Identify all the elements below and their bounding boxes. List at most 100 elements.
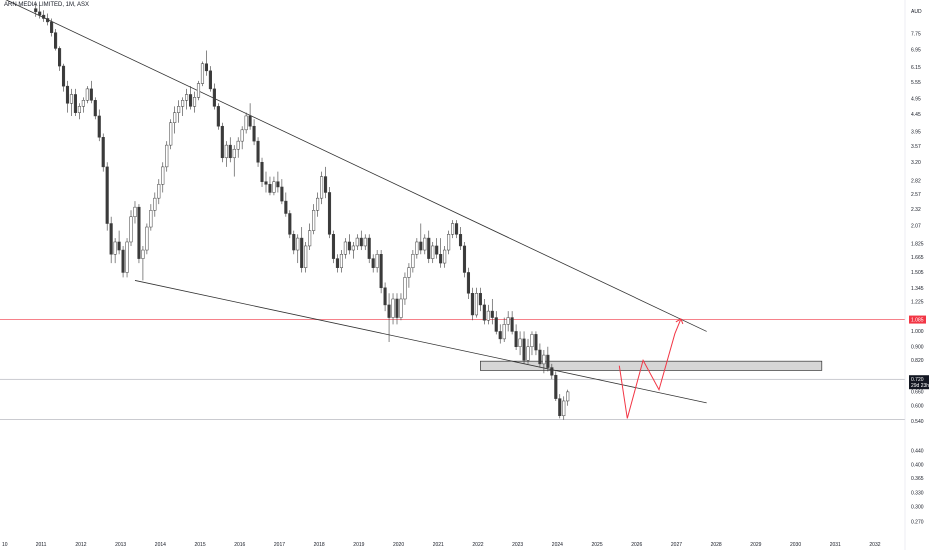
- candle: [558, 394, 562, 419]
- candle: [403, 272, 407, 305]
- candle: [526, 338, 530, 364]
- candle-body-up: [407, 267, 411, 278]
- current-price-countdown: 29d 23h: [911, 383, 929, 389]
- candle: [113, 238, 117, 264]
- candle-body-down: [101, 137, 105, 168]
- time-tick-label: 2016: [234, 542, 245, 548]
- candle-body-up: [312, 210, 316, 231]
- candle-body-down: [371, 258, 375, 268]
- candle-body-up: [447, 234, 451, 251]
- candle: [562, 396, 566, 420]
- price-tick-label: 3.57: [911, 144, 921, 150]
- candle: [220, 122, 224, 163]
- candle: [327, 186, 332, 239]
- candle: [272, 176, 276, 196]
- candle-body-up: [502, 324, 506, 340]
- candle-body-down: [97, 115, 101, 138]
- candle: [359, 230, 363, 251]
- projection-arrowhead: [675, 318, 684, 325]
- candle: [69, 88, 74, 116]
- candle-body-up: [161, 166, 165, 185]
- candle: [355, 234, 359, 251]
- candle: [169, 119, 173, 150]
- candle: [264, 171, 268, 193]
- candle-body-down: [427, 237, 431, 259]
- symbol-title: ARN MEDIA LIMITED, 1M, ASX: [4, 2, 90, 8]
- candle: [46, 13, 50, 26]
- candle: [73, 88, 77, 116]
- candle-body-down: [137, 206, 141, 259]
- candle-body-down: [228, 144, 232, 159]
- candle: [117, 230, 121, 255]
- time-tick-label: 2028: [711, 542, 722, 548]
- candle: [189, 86, 193, 110]
- candle-body-up: [133, 206, 137, 218]
- candle-body-up: [355, 237, 359, 247]
- candle-body-up: [343, 241, 347, 255]
- candle: [34, 2, 38, 17]
- candle-body-down: [466, 272, 471, 294]
- candle: [196, 80, 201, 101]
- candle: [304, 241, 308, 273]
- candle: [423, 234, 427, 255]
- candle-body-down: [514, 331, 518, 348]
- time-tick-label: 2021: [433, 542, 444, 548]
- candle: [502, 317, 506, 342]
- time-tick-label: 10: [2, 542, 8, 548]
- candle-body-up: [77, 106, 81, 113]
- candle-body-down: [458, 234, 463, 247]
- candle-body-down: [478, 293, 482, 306]
- price-tick-label: 6.15: [911, 65, 921, 71]
- price-tick-label: 0.270: [911, 520, 924, 526]
- price-tick-label: 1.225: [911, 300, 924, 306]
- candle-body-down: [498, 331, 502, 340]
- candle-body-down: [462, 245, 467, 273]
- price-tick-label: 0.820: [911, 358, 924, 364]
- candle: [331, 230, 336, 264]
- candle: [399, 293, 403, 321]
- time-tick-label: 2019: [353, 542, 364, 548]
- candle-body-down: [38, 11, 42, 16]
- candle: [97, 109, 101, 142]
- candle: [232, 145, 236, 177]
- candle: [141, 245, 145, 281]
- candle-body-up: [451, 223, 455, 235]
- candle: [256, 137, 260, 167]
- candle-body-up: [304, 245, 308, 268]
- candle-body-down: [379, 254, 383, 289]
- candle-body-down: [383, 287, 387, 306]
- candle-body-up: [169, 122, 173, 146]
- candle-body-up: [272, 181, 276, 193]
- candle-body-down: [42, 14, 46, 19]
- time-tick-label: 2012: [75, 542, 86, 548]
- candle: [486, 304, 490, 325]
- candle: [157, 179, 161, 205]
- candle: [42, 10, 46, 22]
- candle-body-up: [244, 115, 248, 131]
- trendlines: [5, 0, 707, 404]
- candle: [260, 157, 264, 187]
- candle-body-up: [192, 97, 197, 107]
- candle-body-down: [280, 186, 284, 202]
- candle-body-up: [145, 226, 149, 251]
- candle-body-down: [264, 181, 268, 185]
- candle: [300, 227, 304, 273]
- candle: [165, 141, 169, 172]
- candle: [212, 83, 216, 110]
- candle: [530, 331, 534, 356]
- candle: [335, 254, 339, 273]
- time-axis: 10 2011 2012 2013 2014 2015 2016 2017 2018 2019 20…: [2, 542, 881, 548]
- candle-body-up: [185, 94, 189, 101]
- time-tick-label: 2031: [830, 542, 841, 548]
- candle: [458, 227, 463, 251]
- candle: [161, 162, 165, 193]
- candle: [379, 250, 383, 294]
- candle-body-down: [558, 398, 562, 417]
- candle: [121, 245, 125, 278]
- candle-body-down: [216, 106, 220, 127]
- candle: [125, 238, 129, 278]
- candle: [185, 88, 189, 110]
- candle: [435, 238, 439, 259]
